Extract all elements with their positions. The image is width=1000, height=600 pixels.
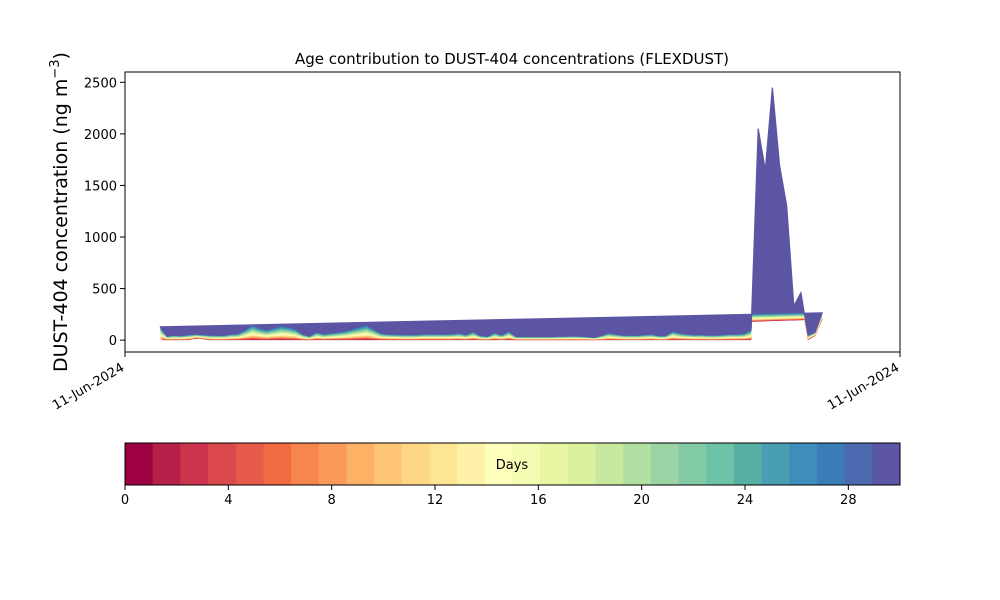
colorbar-segment bbox=[706, 443, 735, 485]
age-layer-15 bbox=[160, 93, 823, 339]
main-plot: 0 500 1000 1500 2000 2500 11-Jun-2024 11-Jun-2… bbox=[48, 50, 902, 413]
age-layer-18 bbox=[160, 92, 823, 339]
y-tick-label: 0 bbox=[109, 334, 117, 349]
age-layer-2 bbox=[160, 97, 823, 341]
colorbar-segment bbox=[401, 443, 430, 485]
y-tick-label: 500 bbox=[92, 283, 117, 298]
y-tick-label: 1500 bbox=[84, 179, 117, 194]
age-layer-7 bbox=[160, 96, 823, 340]
y-tick-label: 1000 bbox=[84, 231, 117, 246]
colorbar-tick-label: 0 bbox=[121, 493, 129, 508]
age-layer-12 bbox=[160, 94, 823, 340]
age-layer-27 bbox=[160, 87, 823, 338]
y-tick-label: 2000 bbox=[84, 128, 117, 143]
age-layer-26 bbox=[160, 88, 823, 338]
colorbar-segment bbox=[125, 443, 154, 485]
age-layer-13 bbox=[160, 94, 823, 340]
colorbar-segment bbox=[733, 443, 763, 485]
age-layer-10 bbox=[160, 95, 823, 340]
age-layer-1 bbox=[160, 97, 823, 341]
chart-title: Age contribution to DUST-404 concentrati… bbox=[295, 50, 729, 68]
y-tick-label: 2500 bbox=[84, 76, 117, 91]
colorbar-tick-label: 28 bbox=[840, 493, 857, 508]
y-axis-label: DUST-404 concentration (ng m−3) bbox=[48, 52, 72, 372]
age-layer-5 bbox=[160, 96, 823, 340]
age-layer-14 bbox=[160, 93, 823, 339]
colorbar-segment bbox=[484, 443, 513, 485]
colorbar-segment bbox=[235, 443, 264, 485]
colorbar-segment bbox=[678, 443, 707, 485]
colorbar-segment bbox=[761, 443, 790, 485]
colorbar-tick-label: 24 bbox=[737, 493, 754, 508]
age-layer-16 bbox=[160, 92, 823, 339]
x-tick-label: 11-Jun-2024 bbox=[825, 360, 902, 413]
plot-frame bbox=[124, 71, 901, 353]
total-concentration-line bbox=[159, 87, 823, 338]
age-layer-0 bbox=[160, 97, 823, 341]
colorbar-segment bbox=[208, 443, 237, 485]
colorbar-segment bbox=[291, 443, 320, 485]
colorbar-tick-label: 16 bbox=[530, 493, 547, 508]
colorbar-segment bbox=[650, 443, 680, 485]
age-layer-6 bbox=[160, 96, 823, 340]
age-layer-23 bbox=[160, 89, 823, 338]
colorbar-tick-label: 8 bbox=[328, 493, 336, 508]
colorbar-segment bbox=[816, 443, 846, 485]
age-layer-3 bbox=[160, 97, 823, 340]
age-layer-11 bbox=[160, 94, 823, 340]
colorbar-tick-label: 12 bbox=[427, 493, 444, 508]
x-axis-ticks: 11-Jun-2024 11-Jun-2024 bbox=[50, 352, 902, 413]
colorbar-segment bbox=[180, 443, 209, 485]
age-layer-20 bbox=[160, 91, 823, 339]
colorbar-segment bbox=[457, 443, 486, 485]
colorbar-label: Days bbox=[496, 458, 529, 473]
age-layer-8 bbox=[160, 95, 823, 340]
colorbar: 0 4 8 12 16 20 24 28 Days bbox=[121, 442, 901, 508]
colorbar-frame bbox=[124, 442, 901, 486]
colorbar-segment bbox=[872, 443, 901, 485]
age-layer-17 bbox=[160, 92, 823, 339]
colorbar-segment bbox=[374, 443, 403, 485]
age-layer-19 bbox=[160, 91, 823, 339]
colorbar-segment bbox=[429, 443, 458, 485]
colorbar-segment bbox=[595, 443, 624, 485]
colorbar-segment bbox=[346, 443, 375, 485]
colorbar-tick-label: 4 bbox=[224, 493, 232, 508]
colorbar-segment bbox=[789, 443, 818, 485]
age-layer-9 bbox=[160, 95, 823, 340]
age-layer-22 bbox=[160, 90, 823, 338]
age-layer-4 bbox=[160, 96, 823, 340]
colorbar-segment bbox=[540, 443, 569, 485]
colorbar-segment bbox=[263, 443, 292, 485]
colorbar-segment bbox=[512, 443, 541, 485]
age-layer-21 bbox=[160, 90, 823, 339]
colorbar-tick-label: 20 bbox=[633, 493, 650, 508]
age-contribution-areas bbox=[159, 87, 823, 341]
colorbar-segments bbox=[125, 443, 901, 485]
age-layer-25 bbox=[160, 88, 823, 338]
colorbar-segment bbox=[152, 443, 181, 485]
colorbar-ticks: 0 4 8 12 16 20 24 28 bbox=[121, 485, 857, 508]
colorbar-segment bbox=[567, 443, 597, 485]
colorbar-segment bbox=[844, 443, 873, 485]
y-axis-ticks: 0 500 1000 1500 2000 2500 bbox=[84, 76, 125, 349]
age-layer-24 bbox=[160, 89, 823, 338]
colorbar-segment bbox=[318, 443, 347, 485]
colorbar-segment bbox=[623, 443, 652, 485]
